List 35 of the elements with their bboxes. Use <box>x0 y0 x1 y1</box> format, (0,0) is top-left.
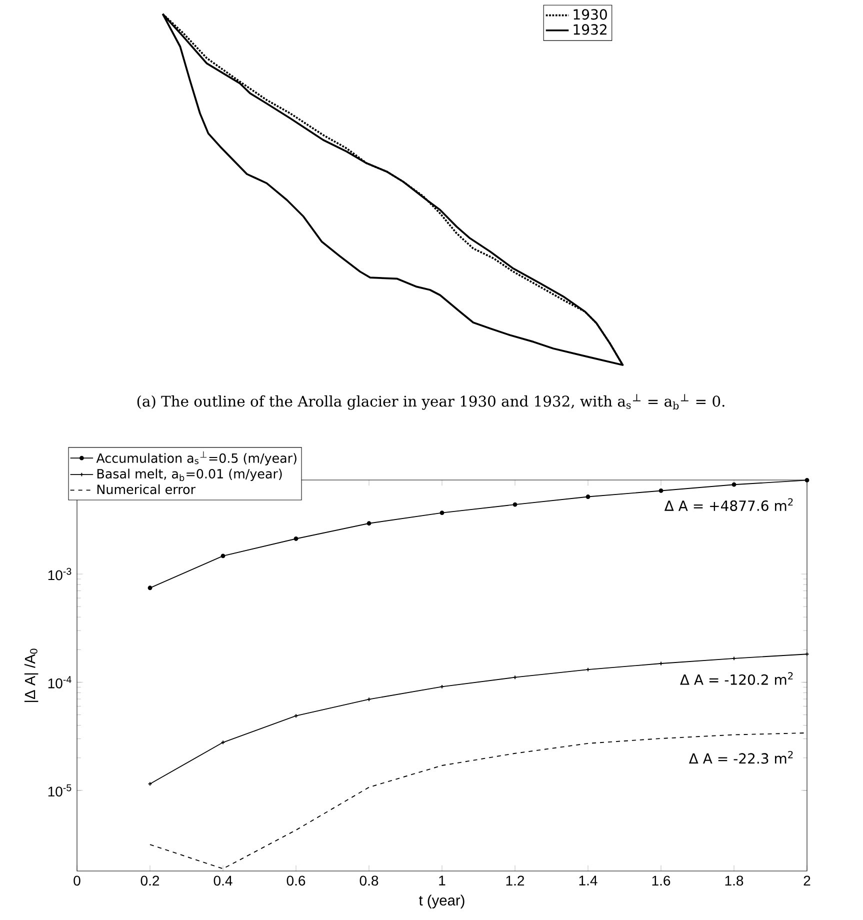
x-tick-label: 1.6 <box>652 876 670 886</box>
x-tick-label: 1.8 <box>725 876 744 886</box>
legend-label: 1932 <box>574 24 606 35</box>
text: (a) The outline of the Arolla glacier in year 1930 and 1932, with a$_{s}$$^{⊥}$ = a$_{b}$$^{⊥}$ = 0. <box>137 394 724 410</box>
x-tick-label: 0.6 <box>286 876 306 886</box>
point <box>148 586 152 590</box>
annotation: Δ A = +4877.6 m$^{2}$ <box>664 498 793 512</box>
x-tick-label: 1 <box>439 876 446 886</box>
x-tick-label: 1.4 <box>579 876 598 886</box>
x-tick-label: 0 <box>74 876 80 886</box>
x-tick-label: 1.2 <box>506 876 524 886</box>
legend-label: Accumulation a$_{s}$$^{⊥}$=0.5 (m/year) <box>96 451 296 466</box>
legend-label: 1930 <box>574 9 607 20</box>
annotation: Δ A = -22.3 m$^{2}$ <box>688 750 793 764</box>
annotation: Δ A = -120.2 m$^{2}$ <box>680 672 793 685</box>
y-tick-label: 10$^{-3}$ <box>48 568 72 580</box>
point <box>804 478 810 482</box>
x-tick-label: 0.8 <box>360 876 378 886</box>
legend-label: Numerical error <box>97 484 196 494</box>
point <box>586 494 590 499</box>
x-tick-label: 0.2 <box>140 876 160 886</box>
point <box>294 536 298 541</box>
y-tick-label: 10$^{-4}$ <box>48 676 72 688</box>
point <box>220 554 226 558</box>
y-tick-label: 10$^{-5}$ <box>48 784 72 797</box>
point <box>732 482 736 487</box>
point <box>366 521 372 526</box>
point <box>512 502 518 507</box>
y-axis-title: |Δ A| /A$_{0}$ <box>24 648 38 702</box>
point <box>658 488 664 493</box>
legend-label: Basal melt, a$_{b}$=0.01 (m/year) <box>97 468 282 482</box>
x-tick-label: 0.4 <box>214 876 232 886</box>
x-tick-label: 2 <box>804 876 810 886</box>
point <box>440 510 444 516</box>
x-axis-title: t (year) <box>419 894 464 908</box>
